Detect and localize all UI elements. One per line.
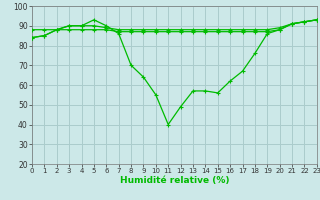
X-axis label: Humidité relative (%): Humidité relative (%) bbox=[120, 176, 229, 185]
